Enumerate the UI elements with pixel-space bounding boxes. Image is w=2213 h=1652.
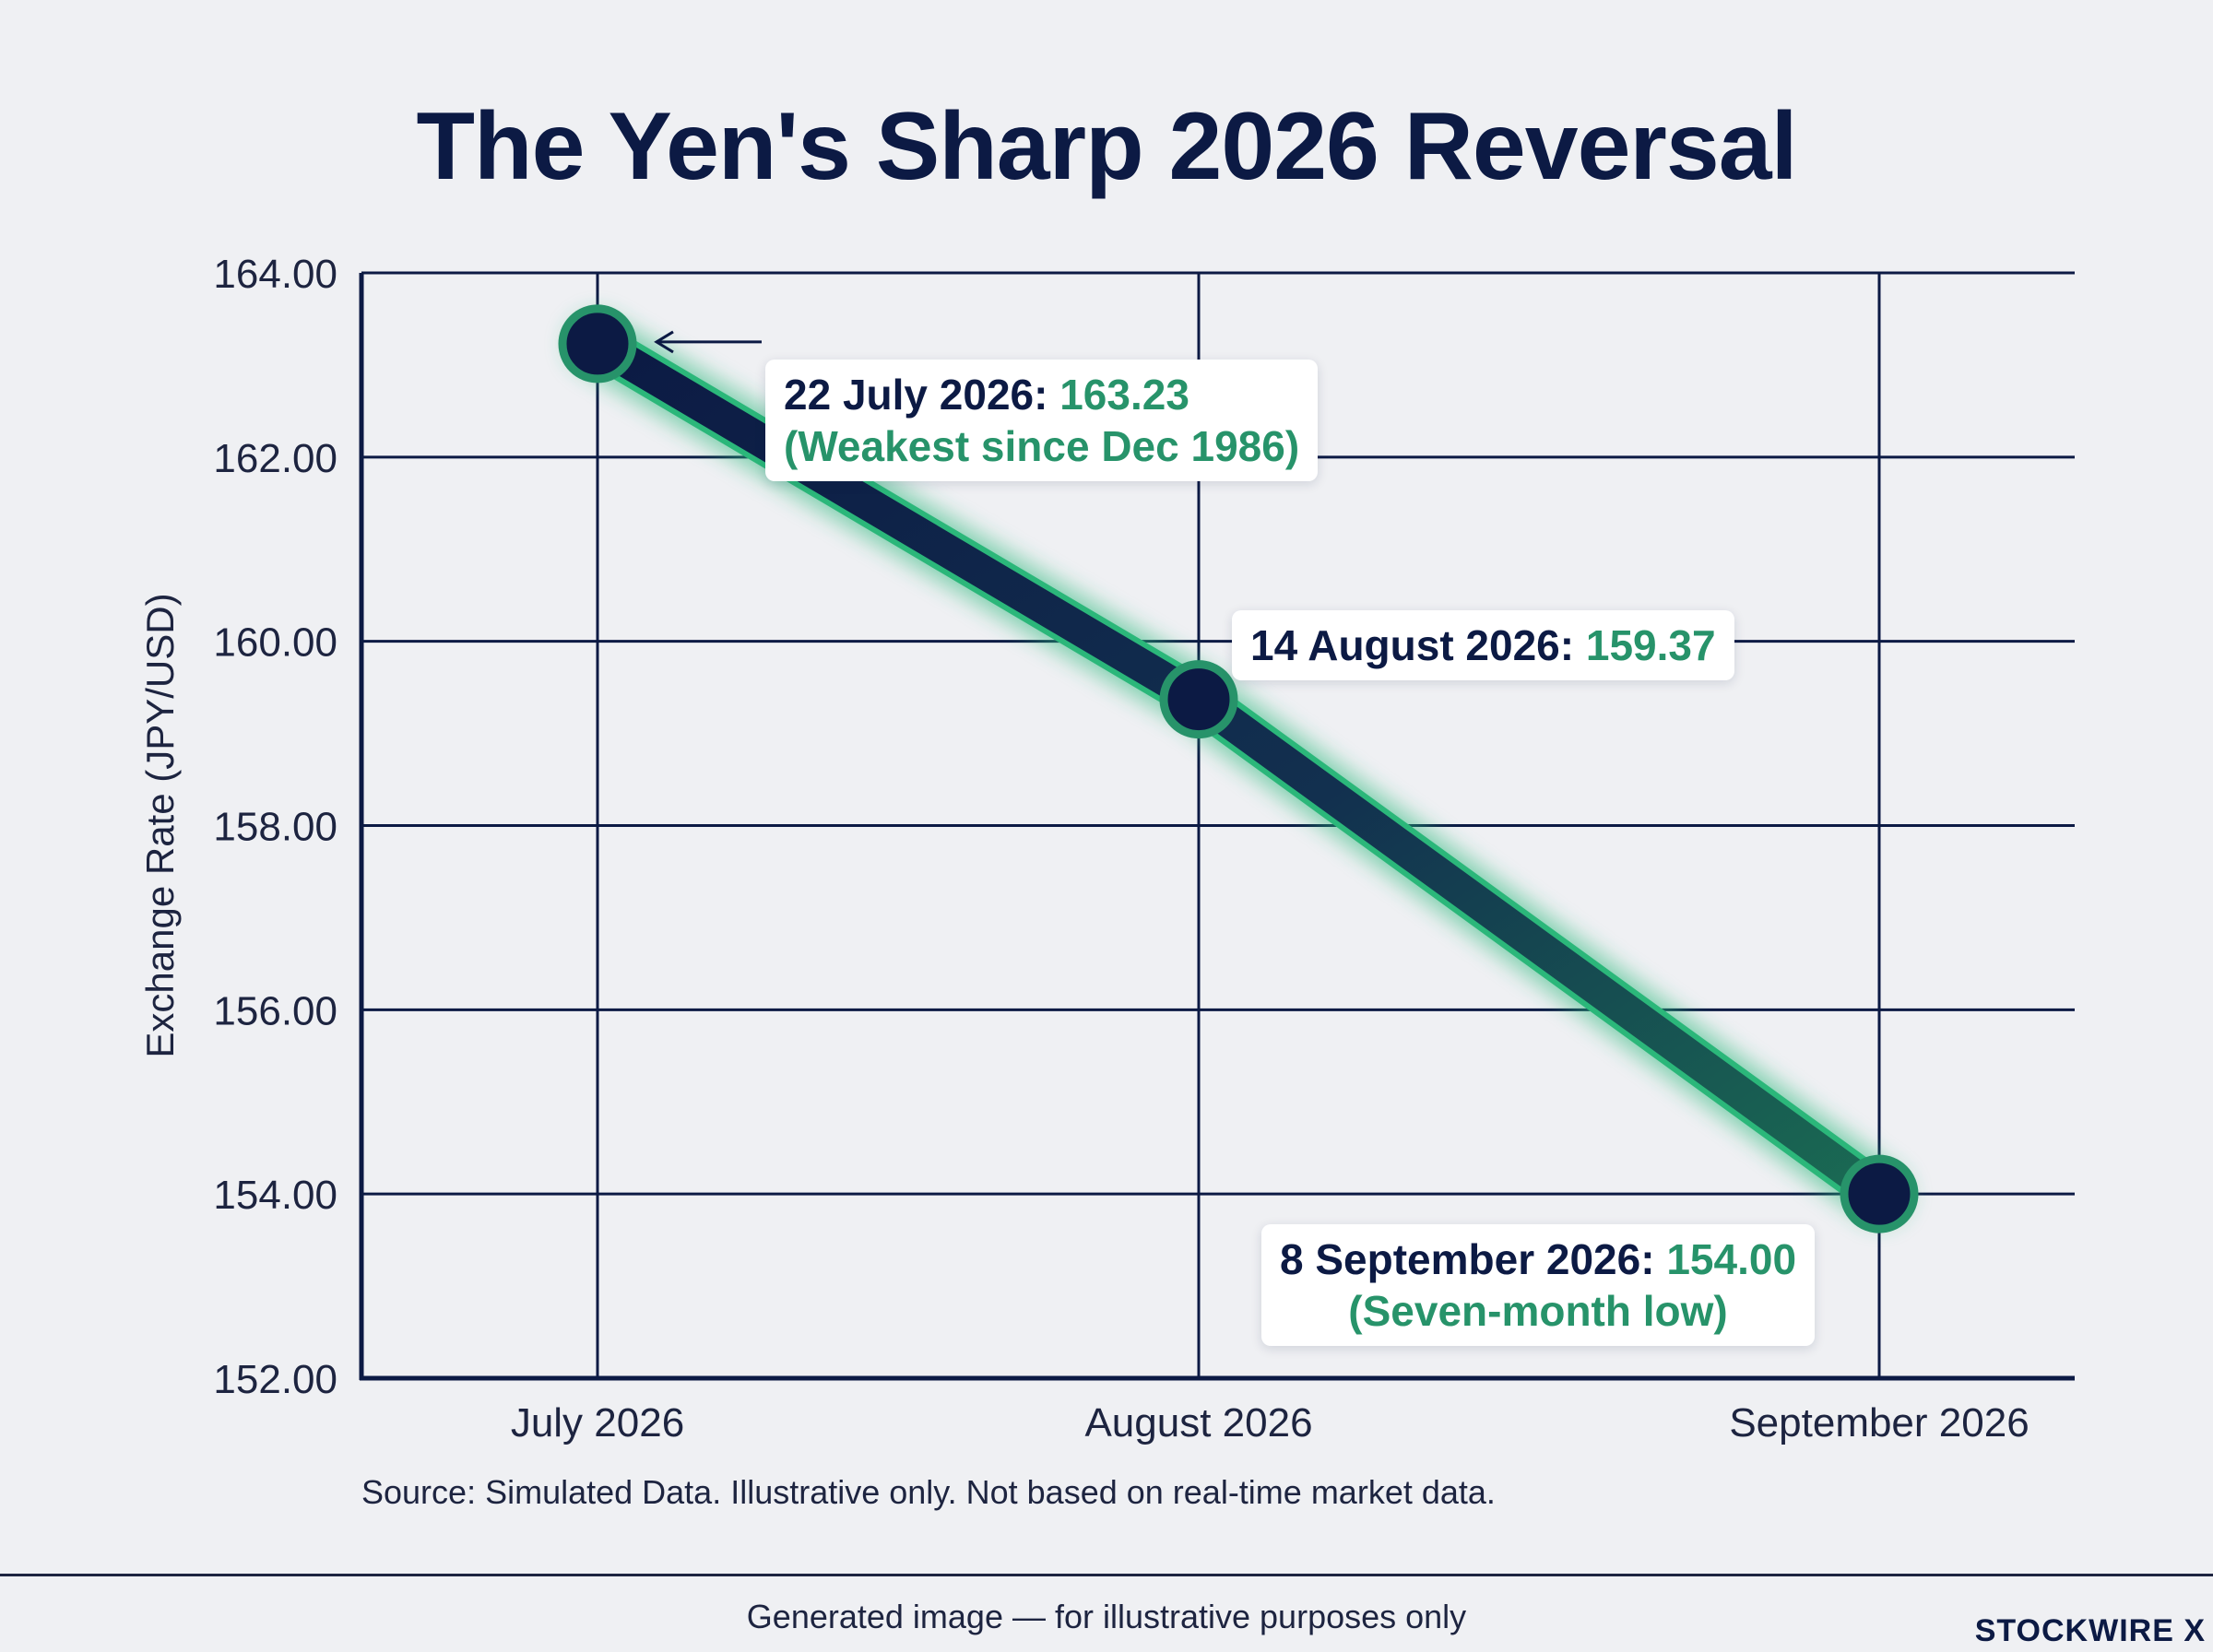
- x-tick-label: July 2026: [511, 1400, 684, 1446]
- x-tick-label: August 2026: [1084, 1400, 1312, 1446]
- annotation-september-value: 154.00: [1666, 1235, 1797, 1283]
- annotation-august-value: 159.37: [1585, 621, 1716, 669]
- annotation-july-note: (Weakest since Dec 1986): [784, 422, 1300, 470]
- y-tick-label: 160.00: [213, 620, 337, 666]
- data-point-august: [1159, 660, 1238, 739]
- y-tick-label: 162.00: [213, 436, 337, 481]
- data-point-september: [1840, 1154, 1919, 1233]
- source-note: Source: Simulated Data. Illustrative onl…: [361, 1473, 1496, 1511]
- brand-logo: STOCKWIRE X: [1974, 1613, 2206, 1648]
- y-tick-label: 156.00: [213, 988, 337, 1033]
- footer-note: Generated image — for illustrative purpo…: [746, 1598, 1467, 1635]
- annotation-july-value: 163.23: [1059, 371, 1189, 419]
- chart-title: The Yen's Sharp 2026 Reversal: [416, 93, 1798, 200]
- annotation-september-note: (Seven-month low): [1348, 1287, 1728, 1335]
- annotation-august: 14 August 2026: 159.37: [1232, 610, 1734, 680]
- annotation-september: 8 September 2026: 154.00 (Seven-month lo…: [1261, 1224, 1816, 1346]
- annotation-august-label: 14 August 2026:: [1250, 621, 1575, 669]
- annotation-september-label: 8 September 2026:: [1280, 1235, 1655, 1283]
- annotation-arrowhead: [654, 330, 674, 354]
- y-tick-label: 164.00: [213, 252, 337, 297]
- y-tick-label: 158.00: [213, 805, 337, 850]
- annotation-july: 22 July 2026: 163.23 (Weakest since Dec …: [765, 360, 1319, 481]
- y-tick-label: 152.00: [213, 1357, 337, 1402]
- y-tick-label: 154.00: [213, 1173, 337, 1218]
- data-point-july: [558, 304, 637, 384]
- y-axis-label: Exchange Rate (JPY/USD): [138, 593, 182, 1057]
- annotation-july-label: 22 July 2026:: [784, 371, 1048, 419]
- footer-divider: [0, 1574, 2213, 1576]
- x-tick-label: September 2026: [1729, 1400, 2029, 1446]
